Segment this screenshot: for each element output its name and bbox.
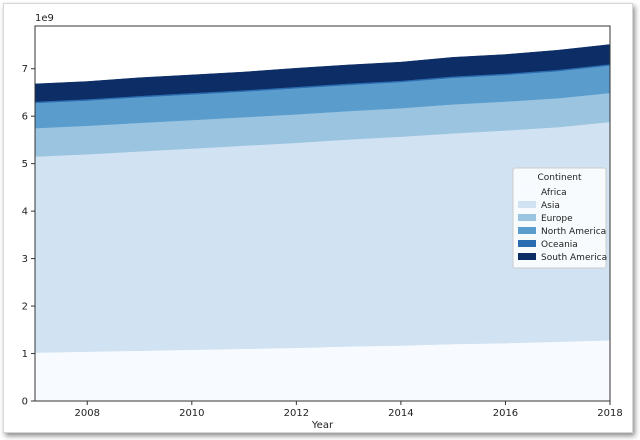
y-tick-label: 1 (22, 349, 28, 360)
y-tick-label: 7 (22, 64, 28, 75)
legend-label-south-america: South America (541, 253, 607, 263)
x-tick-label: 2018 (597, 408, 622, 419)
legend-title: Continent (538, 173, 582, 183)
y-tick-label: 4 (22, 207, 28, 218)
legend-swatch-asia (518, 201, 536, 208)
y-offset-label: 1e9 (35, 13, 54, 24)
x-tick-label: 2010 (179, 408, 204, 419)
legend-label-asia: Asia (541, 201, 560, 211)
legend-swatch-europe (518, 214, 536, 221)
chart-frame: 2008 2010 2012 2014 2016 2018 0 1 2 3 4 5 6 7 1e9 Ye… (3, 3, 633, 433)
legend-swatch-oceania (518, 240, 536, 247)
legend-swatch-africa (518, 188, 536, 195)
legend-box (512, 167, 607, 269)
x-tick-label: 2012 (284, 408, 309, 419)
y-axis: 0 1 2 3 4 5 6 7 (22, 64, 35, 408)
y-tick-label: 2 (22, 302, 28, 313)
legend-label-africa: Africa (541, 188, 567, 198)
x-axis: 2008 2010 2012 2014 2016 2018 (75, 401, 623, 419)
legend-label-europe: Europe (541, 214, 573, 224)
legend-label-oceania: Oceania (541, 240, 578, 250)
x-tick-label: 2014 (388, 408, 413, 419)
x-tick-label: 2008 (75, 408, 100, 419)
x-tick-label: 2016 (493, 408, 518, 419)
legend-swatch-north-america (518, 227, 536, 234)
y-tick-label: 6 (22, 112, 28, 123)
y-tick-label: 3 (22, 254, 28, 265)
stacked-area-chart: 2008 2010 2012 2014 2016 2018 0 1 2 3 4 5 6 7 1e9 Ye… (22, 13, 623, 431)
x-axis-title: Year (311, 420, 334, 431)
area-layers (34, 44, 611, 402)
legend: Continent Africa Asia Europe North America O… (512, 167, 607, 269)
legend-swatch-south-america (518, 253, 536, 260)
y-tick-label: 5 (22, 159, 28, 170)
plot-border (34, 25, 611, 402)
legend-label-north-america: North America (541, 227, 606, 237)
y-tick-label: 0 (22, 397, 28, 408)
